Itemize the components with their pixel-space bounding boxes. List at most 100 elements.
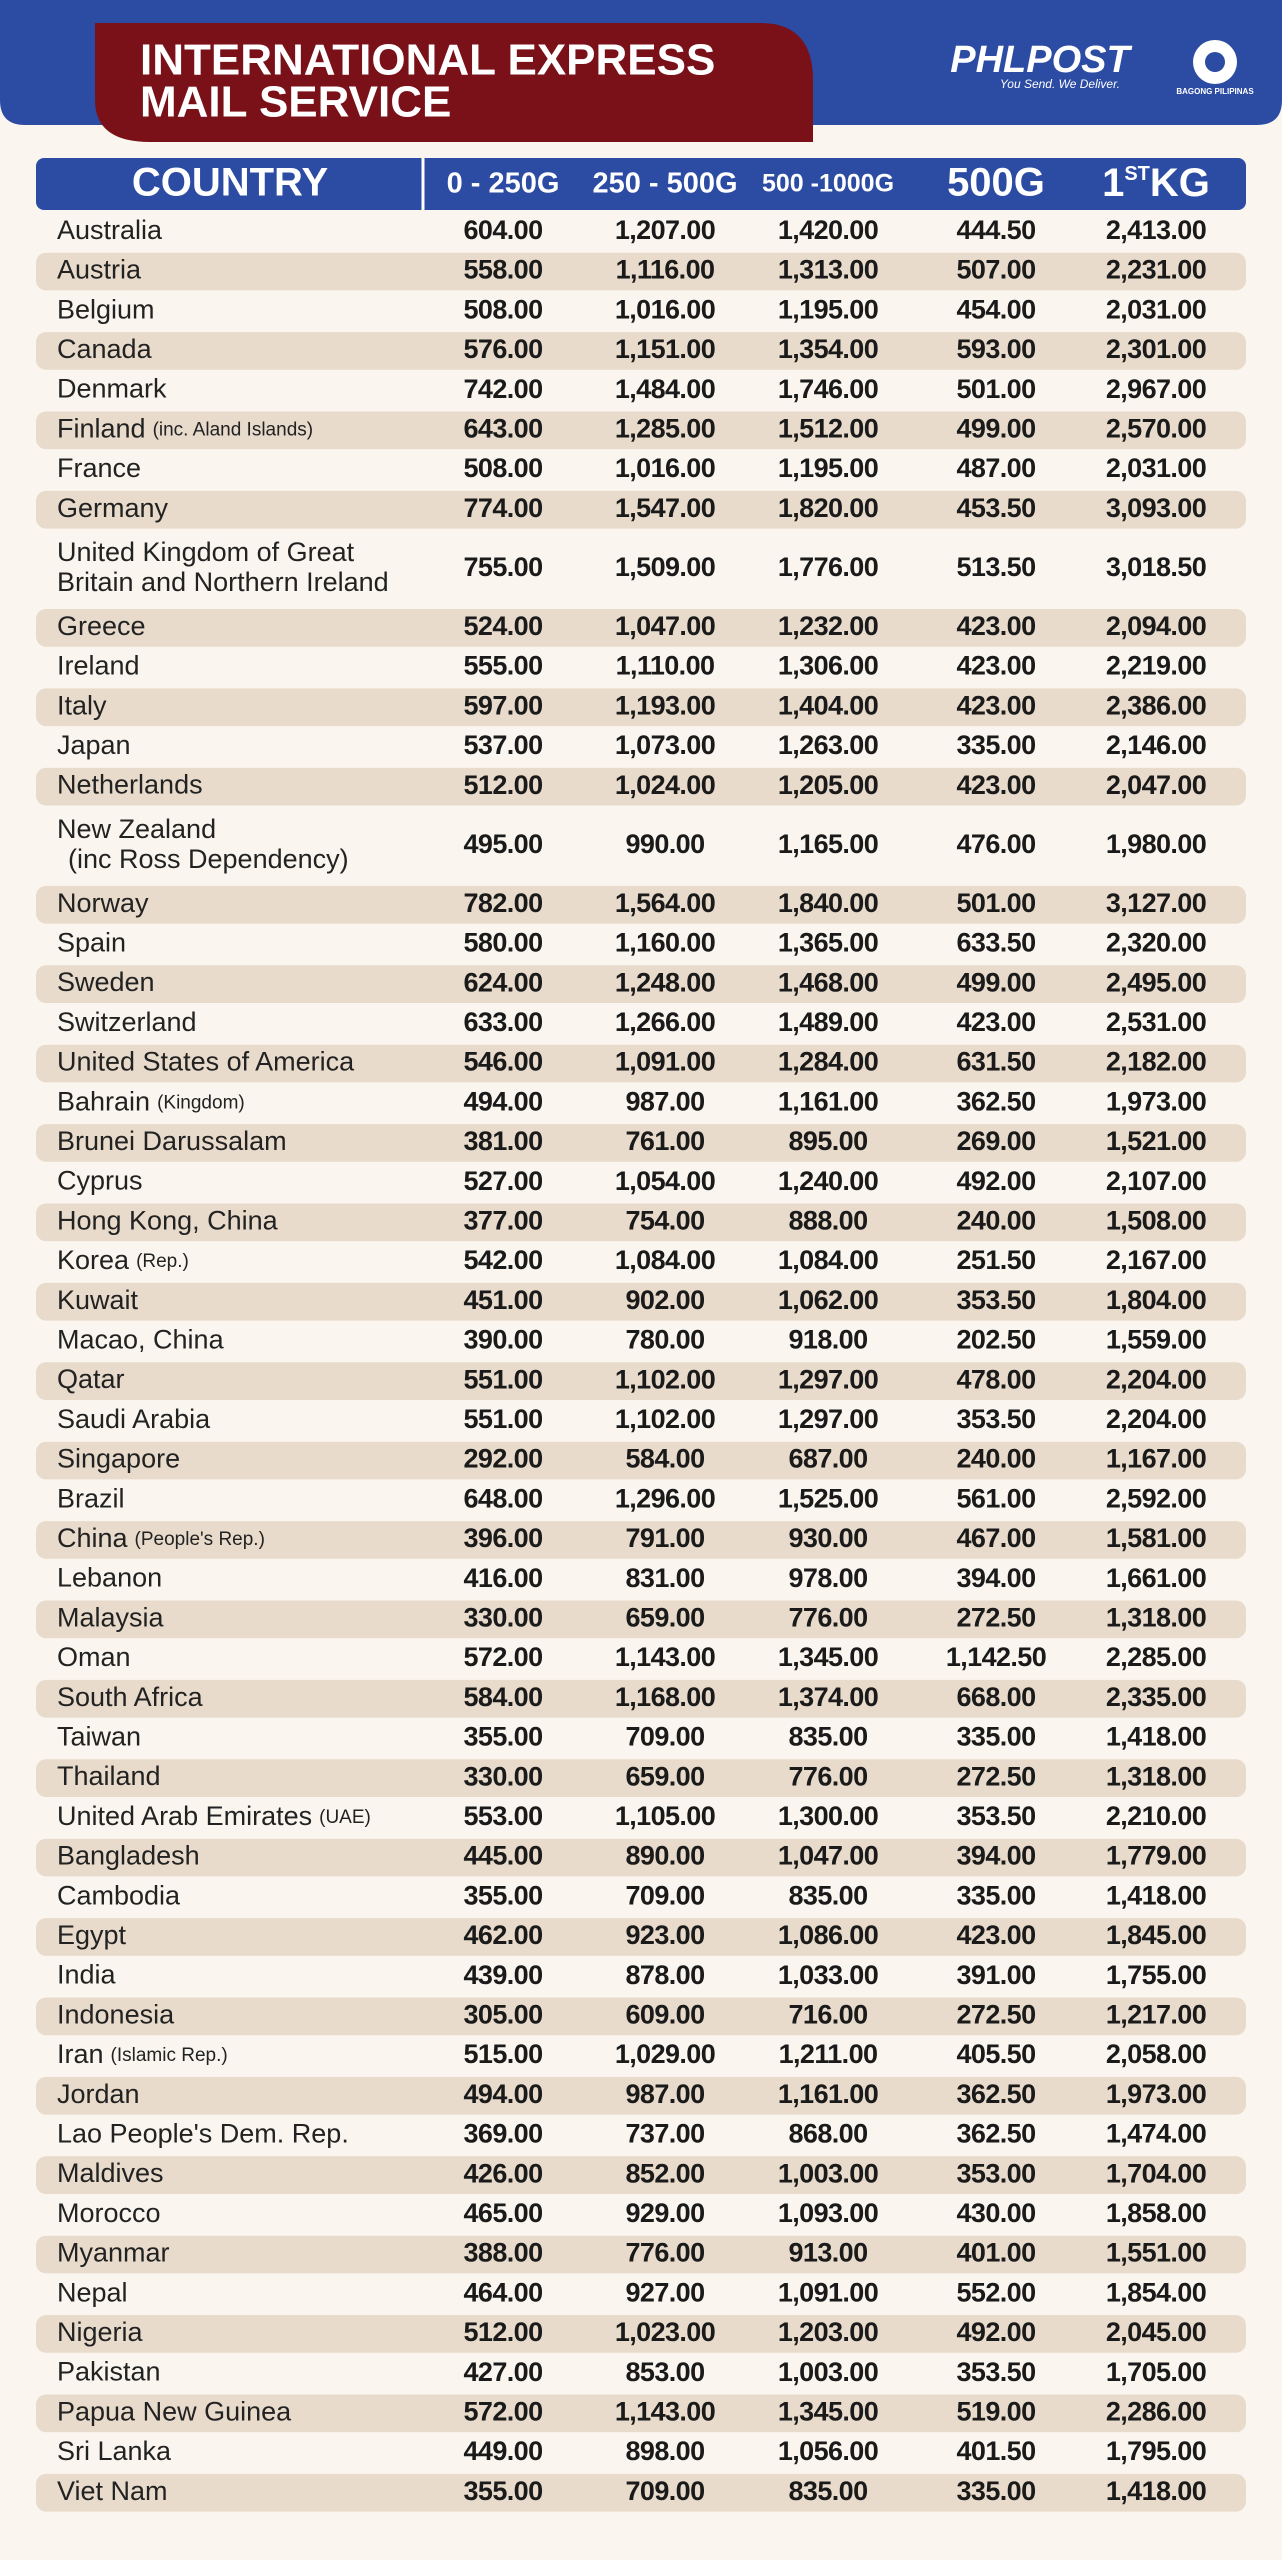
- rate: 1,248.00: [615, 967, 715, 997]
- rate: 396.00: [464, 1523, 543, 1553]
- rate: 464.00: [464, 2277, 543, 2307]
- rate: 1,151.00: [615, 334, 715, 364]
- rate: 3,127.00: [1106, 888, 1206, 918]
- country: Oman: [57, 1642, 131, 1672]
- rate: 492.00: [957, 1166, 1036, 1196]
- rate: 1,973.00: [1106, 1086, 1206, 1116]
- row-stripe: [36, 252, 1246, 291]
- rate: 1,167.00: [1106, 1444, 1206, 1474]
- rate: 1,374.00: [778, 1682, 878, 1712]
- rate: 791.00: [626, 1523, 705, 1553]
- country: Indonesia: [57, 1999, 175, 2029]
- rate: 512.00: [464, 770, 543, 800]
- country: Myanmar: [57, 2238, 170, 2268]
- rate: 1,854.00: [1106, 2277, 1206, 2307]
- row-stripe: [36, 1282, 1246, 1321]
- row-stripe: [36, 490, 1246, 529]
- country-note: (People's Rep.): [135, 1529, 265, 1550]
- row-stripe: [36, 767, 1246, 806]
- country-name: United Arab Emirates (UAE): [57, 1801, 371, 1831]
- rate: 1,105.00: [615, 1801, 715, 1831]
- rate: 1,086.00: [778, 1920, 878, 1950]
- rate: 1,056.00: [778, 2436, 878, 2466]
- column-header: 0 - 250G: [447, 168, 560, 200]
- rate: 1,559.00: [1106, 1325, 1206, 1355]
- row-stripe: [36, 965, 1246, 1003]
- rate: 494.00: [464, 2079, 543, 2109]
- rate: 515.00: [464, 2039, 543, 2069]
- country: Papua New Guinea: [57, 2396, 292, 2426]
- country: Nepal: [57, 2277, 128, 2307]
- country-name: Switzerland: [57, 1007, 197, 1037]
- country: Japan: [57, 730, 131, 760]
- rate: 987.00: [626, 2079, 705, 2109]
- country-name: New Zealand: [57, 814, 216, 844]
- rate: 2,058.00: [1106, 2039, 1206, 2069]
- rate: 1,054.00: [615, 1166, 715, 1196]
- rate: 1,418.00: [1106, 1880, 1206, 1910]
- rate: 1,297.00: [778, 1404, 878, 1434]
- rate: 423.00: [957, 651, 1036, 681]
- rate: 1,024.00: [615, 770, 715, 800]
- row-stripe: [36, 1600, 1246, 1639]
- country: Thailand: [57, 1761, 161, 1791]
- country-name: Finland (inc. Aland Islands): [57, 413, 313, 443]
- rate: 2,031.00: [1106, 453, 1206, 483]
- rate: 416.00: [464, 1563, 543, 1593]
- rate: 1,318.00: [1106, 1761, 1206, 1791]
- rate: 580.00: [464, 928, 543, 958]
- rate: 1,142.50: [946, 1642, 1046, 1672]
- country-name: Brunei Darussalam: [57, 1126, 287, 1156]
- rate: 868.00: [789, 2119, 868, 2149]
- country-name: Jordan: [57, 2079, 140, 2109]
- rate: 426.00: [464, 2158, 543, 2188]
- rate: 272.50: [957, 1602, 1036, 1632]
- country: Iran: [57, 2039, 104, 2069]
- rate: 519.00: [957, 2396, 1036, 2426]
- country: Taiwan: [57, 1722, 141, 1752]
- rate: 335.00: [957, 1722, 1036, 1752]
- rate: 353.50: [957, 1801, 1036, 1831]
- rate: 240.00: [957, 1205, 1036, 1235]
- country: Lebanon: [57, 1563, 162, 1593]
- rate: 1,165.00: [778, 829, 878, 859]
- rate: 709.00: [626, 1722, 705, 1752]
- row-stripe: [36, 688, 1246, 727]
- rate: 1,093.00: [778, 2198, 878, 2228]
- rate: 272.50: [957, 1761, 1036, 1791]
- rate: 584.00: [626, 1444, 705, 1474]
- rate: 513.50: [957, 552, 1036, 582]
- rate: 888.00: [789, 1205, 868, 1235]
- rate: 1,047.00: [615, 611, 715, 641]
- rate: 542.00: [464, 1245, 543, 1275]
- rate: 439.00: [464, 1960, 543, 1990]
- rate: 3,018.50: [1106, 552, 1206, 582]
- country-name: Nigeria: [57, 2317, 144, 2347]
- country: Italy: [57, 690, 107, 720]
- rate: 572.00: [464, 2396, 543, 2426]
- rate: 776.00: [626, 2238, 705, 2268]
- rate: 2,285.00: [1106, 1642, 1206, 1672]
- logo-text: PHLPOST: [950, 39, 1132, 81]
- country-name: Maldives: [57, 2158, 164, 2188]
- rate: 423.00: [957, 1007, 1036, 1037]
- row-stripe: [36, 2076, 1246, 2115]
- rate: 353.50: [957, 1285, 1036, 1315]
- row-stripe: [36, 1918, 1246, 1956]
- rate: 835.00: [789, 1722, 868, 1752]
- rate: 377.00: [464, 1205, 543, 1235]
- rate: 335.00: [957, 730, 1036, 760]
- rate: 761.00: [626, 1126, 705, 1156]
- rate: 2,320.00: [1106, 928, 1206, 958]
- rate: 1,266.00: [615, 1007, 715, 1037]
- rate: 355.00: [464, 1880, 543, 1910]
- rate: 1,047.00: [778, 1841, 878, 1871]
- country: Spain: [57, 928, 126, 958]
- rate: 978.00: [789, 1563, 868, 1593]
- rate: 918.00: [789, 1325, 868, 1355]
- rate: 1,240.00: [778, 1166, 878, 1196]
- rate: 930.00: [789, 1523, 868, 1553]
- row-stripe: [36, 2235, 1246, 2274]
- rate: 444.50: [957, 215, 1036, 245]
- rate: 555.00: [464, 651, 543, 681]
